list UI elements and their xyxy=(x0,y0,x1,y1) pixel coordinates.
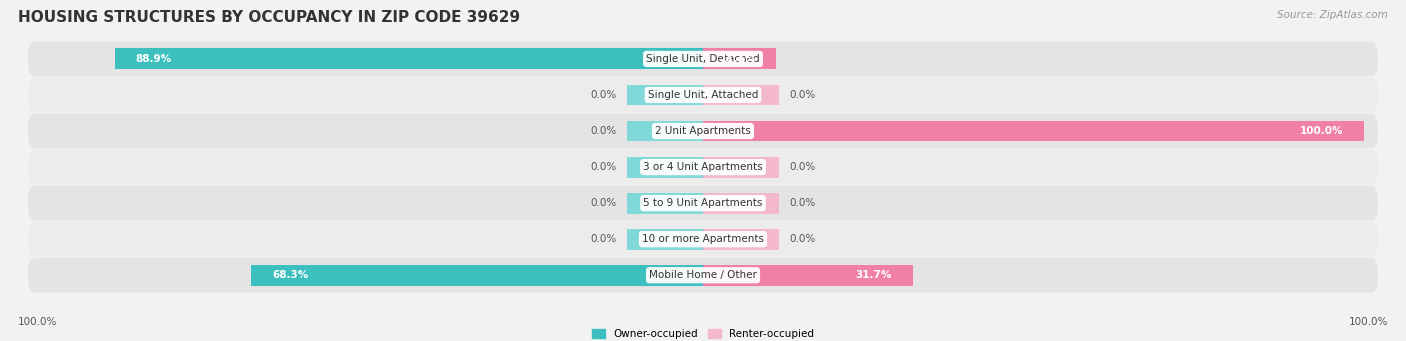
Bar xyxy=(703,85,779,105)
FancyBboxPatch shape xyxy=(28,78,1378,112)
Bar xyxy=(627,229,703,250)
Text: 100.0%: 100.0% xyxy=(1301,126,1344,136)
Bar xyxy=(252,265,703,286)
Text: 0.0%: 0.0% xyxy=(591,234,616,244)
Text: 100.0%: 100.0% xyxy=(18,317,58,327)
Text: 0.0%: 0.0% xyxy=(790,162,815,172)
Text: 100.0%: 100.0% xyxy=(1348,317,1388,327)
Bar xyxy=(627,121,703,142)
Legend: Owner-occupied, Renter-occupied: Owner-occupied, Renter-occupied xyxy=(588,325,818,341)
Text: 10 or more Apartments: 10 or more Apartments xyxy=(643,234,763,244)
Text: HOUSING STRUCTURES BY OCCUPANCY IN ZIP CODE 39629: HOUSING STRUCTURES BY OCCUPANCY IN ZIP C… xyxy=(18,10,520,25)
Text: 0.0%: 0.0% xyxy=(790,90,815,100)
Text: 3 or 4 Unit Apartments: 3 or 4 Unit Apartments xyxy=(643,162,763,172)
Bar xyxy=(703,48,776,70)
FancyBboxPatch shape xyxy=(28,114,1378,148)
Bar xyxy=(703,265,912,286)
Text: 0.0%: 0.0% xyxy=(591,198,616,208)
Bar xyxy=(627,193,703,213)
Text: 68.3%: 68.3% xyxy=(271,270,308,280)
Text: 0.0%: 0.0% xyxy=(790,234,815,244)
Bar xyxy=(703,229,779,250)
Text: 0.0%: 0.0% xyxy=(591,90,616,100)
Text: 0.0%: 0.0% xyxy=(591,162,616,172)
Bar xyxy=(627,85,703,105)
Bar xyxy=(703,157,779,178)
Text: Source: ZipAtlas.com: Source: ZipAtlas.com xyxy=(1277,10,1388,20)
Text: Mobile Home / Other: Mobile Home / Other xyxy=(650,270,756,280)
Bar xyxy=(703,121,1364,142)
Text: 88.9%: 88.9% xyxy=(136,54,172,64)
Text: 5 to 9 Unit Apartments: 5 to 9 Unit Apartments xyxy=(644,198,762,208)
Text: 0.0%: 0.0% xyxy=(790,198,815,208)
FancyBboxPatch shape xyxy=(28,222,1378,256)
Text: 0.0%: 0.0% xyxy=(591,126,616,136)
FancyBboxPatch shape xyxy=(28,42,1378,76)
Bar xyxy=(703,193,779,213)
Text: Single Unit, Attached: Single Unit, Attached xyxy=(648,90,758,100)
Text: 2 Unit Apartments: 2 Unit Apartments xyxy=(655,126,751,136)
Text: 11.1%: 11.1% xyxy=(720,54,756,64)
Bar xyxy=(627,157,703,178)
FancyBboxPatch shape xyxy=(28,258,1378,293)
FancyBboxPatch shape xyxy=(28,150,1378,184)
FancyBboxPatch shape xyxy=(28,186,1378,220)
Text: Single Unit, Detached: Single Unit, Detached xyxy=(647,54,759,64)
Text: 31.7%: 31.7% xyxy=(856,270,891,280)
Bar xyxy=(115,48,703,70)
